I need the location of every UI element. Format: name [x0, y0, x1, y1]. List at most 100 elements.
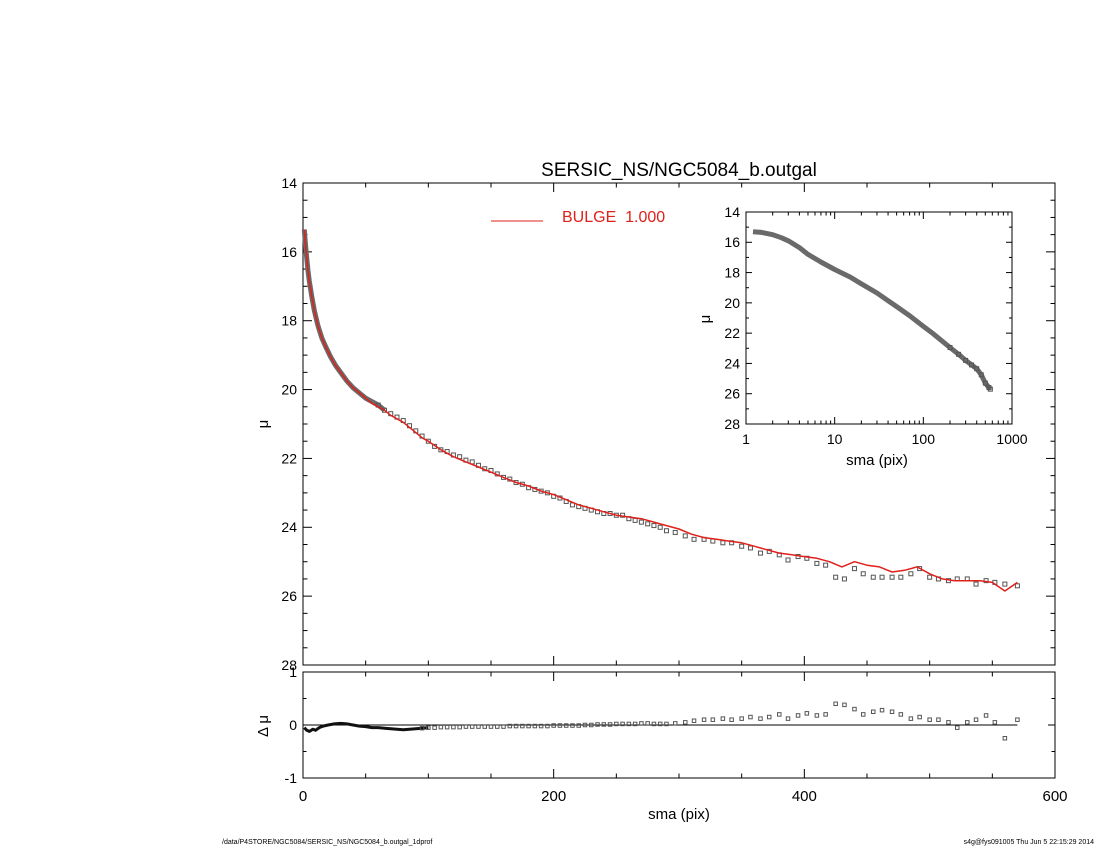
residual-point: [444, 724, 450, 730]
residual-point: [526, 723, 531, 729]
residual-point: [639, 721, 644, 726]
main-ytick-label: 24: [281, 519, 297, 535]
observed-point: [860, 571, 866, 577]
residual-point: [576, 723, 581, 728]
inset-background: [746, 212, 1012, 424]
observed-point: [757, 550, 763, 556]
main-ytick-label: 22: [281, 450, 297, 466]
residual-point: [582, 722, 588, 728]
residual-point: [701, 717, 707, 722]
residual-point: [795, 713, 801, 718]
observed-point: [632, 517, 638, 523]
residual-point: [852, 706, 857, 712]
residual-point: [601, 722, 607, 727]
inset-ytick-label: 22: [724, 325, 740, 341]
residual-point: [520, 723, 525, 729]
residual-point: [614, 721, 619, 727]
residual-point: [507, 723, 513, 729]
observed-point: [898, 574, 904, 580]
observed-point: [425, 438, 431, 444]
residual-xtick-label: 600: [1042, 788, 1067, 805]
observed-point: [720, 540, 726, 546]
residual-point: [419, 725, 425, 731]
residual-point: [954, 725, 960, 730]
residual-point: [766, 714, 772, 720]
observed-point: [833, 574, 839, 580]
observed-point: [645, 521, 651, 527]
main-ytick-label: 14: [281, 175, 297, 191]
residual-point: [777, 712, 782, 717]
observed-point: [785, 557, 791, 563]
residual-point: [672, 721, 678, 726]
observed-point: [739, 543, 745, 549]
residual-point: [469, 724, 475, 729]
footer-path: /data/P4STORE/NGC5084/SERSIC_NS/NGC5084_…: [222, 839, 433, 846]
residual-point: [589, 722, 594, 728]
inset-point: [982, 380, 988, 386]
residual-ytick-label: -1: [285, 770, 298, 786]
main-ytick-label: 26: [281, 588, 297, 604]
residual-point: [657, 721, 663, 727]
residual-point: [620, 721, 625, 727]
main-panel: 14 16 18 20 22 24 26 28: [281, 175, 1056, 673]
inset-ytick-label: 18: [724, 264, 740, 280]
residual-point: [871, 709, 876, 714]
inset-ytick-label: 14: [724, 204, 740, 220]
inset-point: [963, 357, 969, 363]
residual-point: [814, 713, 820, 718]
residual-point: [992, 720, 998, 725]
residual-point: [476, 724, 481, 729]
residual-ytick-label: 0: [289, 717, 297, 733]
residual-point: [758, 716, 763, 721]
main-ytick-label: 28: [281, 657, 297, 673]
residual-point: [898, 712, 904, 717]
observed-point: [973, 581, 979, 587]
observed-point: [438, 447, 444, 453]
observed-point: [747, 545, 753, 551]
inset-point: [974, 366, 980, 372]
residual-point: [651, 721, 657, 727]
residual-point: [563, 723, 569, 728]
residual-point: [1002, 736, 1008, 741]
residual-ylabel: Δ μ: [255, 715, 272, 737]
residual-point: [495, 724, 500, 729]
observed-point: [823, 562, 829, 568]
residual-point: [570, 723, 575, 728]
residual-point: [557, 723, 563, 728]
residual-point: [551, 723, 556, 728]
residual-ytick-label: 1: [289, 664, 297, 680]
residual-point: [513, 723, 519, 729]
residual-point: [607, 722, 613, 727]
residual-point: [720, 716, 726, 721]
observed-point: [1014, 583, 1020, 589]
residual-point: [664, 721, 669, 727]
residual-point: [965, 720, 970, 725]
inset-point: [969, 362, 975, 368]
observed-point: [682, 533, 688, 539]
main-title: SERSIC_NS/NGC5084_b.outgal: [541, 160, 817, 181]
inset-ytick-label: 20: [724, 295, 740, 311]
observed-point: [927, 574, 933, 580]
residual-point: [946, 720, 951, 725]
residual-point: [532, 723, 538, 729]
residual-point: [538, 723, 544, 729]
inset-xtick-label: 1000: [996, 431, 1027, 447]
observed-point: [691, 536, 697, 542]
inset-xlabel: sma (pix): [846, 452, 908, 469]
residual-point: [983, 713, 989, 718]
residual-point: [927, 717, 932, 722]
residual-point: [683, 720, 688, 725]
footer-timestamp: s4g@fys091005 Thu Jun 5 22:15:29 2014: [963, 839, 1094, 846]
main-ytick-label: 16: [281, 244, 297, 260]
observed-point: [663, 528, 669, 534]
residual-point: [432, 725, 437, 730]
residual-point: [908, 716, 914, 721]
inset-point: [956, 351, 962, 357]
residual-point: [545, 723, 550, 729]
residual-point: [889, 709, 895, 714]
residual-point: [748, 714, 753, 720]
legend-label: BULGE 1.000: [562, 209, 665, 226]
observed-point: [381, 407, 387, 413]
